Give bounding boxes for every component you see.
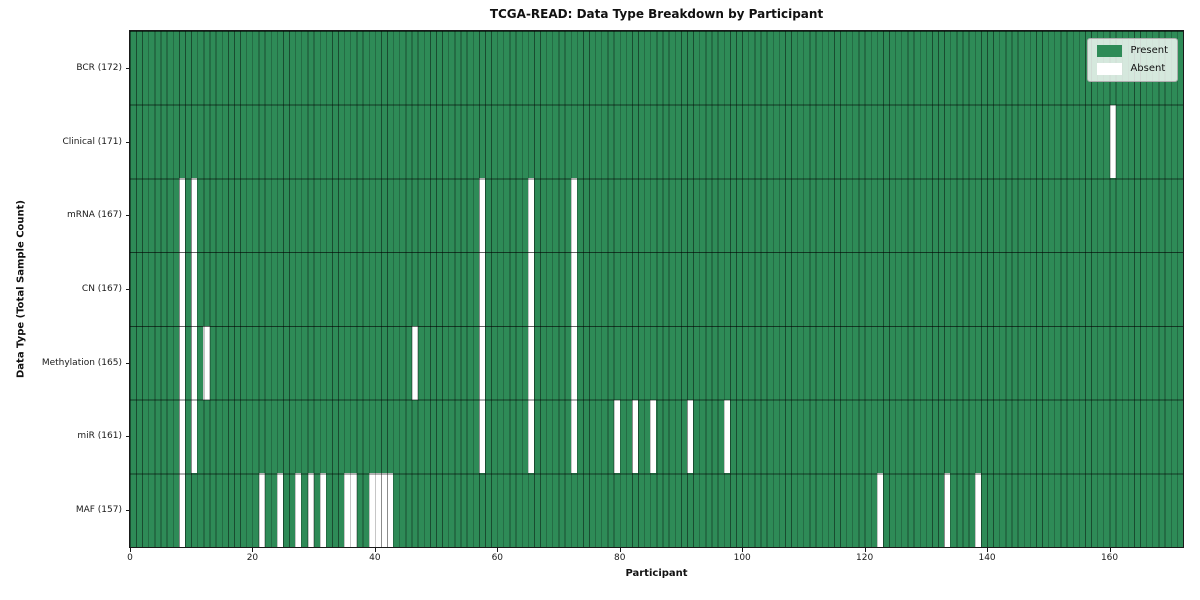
absent-cell: [632, 399, 639, 474]
legend-entry-absent: Absent: [1097, 63, 1168, 75]
absent-cell: [478, 399, 486, 474]
x-tick-label: 60: [491, 553, 504, 563]
chart-title: TCGA-READ: Data Type Breakdown by Partic…: [489, 7, 824, 21]
plot-area: Present Absent: [129, 30, 1184, 548]
absent-cell: [319, 473, 326, 547]
absent-cell: [876, 473, 883, 547]
y-tick-label-clinical: Clinical (171): [62, 136, 122, 147]
x-tick-label: 0: [127, 553, 133, 563]
x-tick-label: 100: [733, 553, 751, 563]
absent-cell: [723, 399, 730, 474]
absent-cell: [178, 252, 186, 326]
absent-cell: [527, 178, 535, 253]
y-tick-mark: [126, 141, 130, 143]
absent-cell: [191, 399, 198, 474]
absent-cell: [178, 325, 186, 400]
x-tick-label: 80: [614, 553, 626, 563]
x-tick-mark: [864, 548, 866, 552]
y-tick-mark: [126, 362, 130, 364]
absent-cell: [276, 473, 284, 547]
y-tick-label-bcr: BCR (172): [76, 62, 122, 73]
present-swatch-icon: [1097, 45, 1123, 57]
absent-cell: [178, 399, 186, 474]
legend: Present Absent: [1087, 38, 1178, 82]
absent-cell: [613, 399, 620, 474]
absent-cell: [478, 178, 486, 253]
absent-cell: [178, 178, 186, 253]
x-tick-mark: [742, 548, 744, 552]
x-axis-label: Participant: [625, 568, 688, 579]
absent-cell: [411, 325, 418, 400]
absent-cell: [191, 178, 198, 253]
x-tick-mark: [1109, 548, 1111, 552]
absent-cell: [478, 325, 486, 400]
y-tick-mark: [126, 436, 130, 438]
absent-cell: [295, 473, 302, 547]
x-tick-label: 40: [369, 553, 381, 563]
y-tick-label-cn: CN (167): [81, 284, 122, 294]
absent-cell: [258, 473, 265, 547]
absent-cell: [178, 473, 186, 547]
absent-cell: [478, 252, 486, 326]
legend-label-present: Present: [1130, 45, 1168, 56]
x-tick-mark: [374, 548, 376, 552]
heatmap-row-mir: [130, 399, 1183, 474]
heatmap-row-bcr: [130, 31, 1183, 105]
x-tick-label: 20: [246, 553, 259, 563]
absent-cell: [974, 473, 981, 547]
absent-cell: [387, 473, 394, 547]
heatmap-row-methylation: [130, 325, 1183, 400]
heatmap-row-cn: [130, 252, 1183, 326]
absent-cell: [1109, 104, 1116, 179]
absent-cell: [570, 399, 577, 474]
x-tick-label: 160: [1100, 553, 1119, 563]
absent-cell: [307, 473, 314, 547]
absent-cell: [350, 473, 357, 547]
absent-cell: [650, 399, 657, 474]
absent-cell: [570, 178, 577, 253]
y-tick-mark: [126, 67, 130, 69]
absent-cell: [527, 399, 535, 474]
legend-entry-present: Present: [1097, 45, 1168, 57]
x-tick-label: 140: [978, 553, 996, 563]
y-tick-mark: [126, 215, 130, 217]
legend-label-absent: Absent: [1130, 63, 1166, 74]
absent-cell: [203, 325, 210, 400]
absent-cell: [527, 325, 535, 400]
y-tick-label-mir: miR (161): [77, 431, 122, 442]
heatmap-row-maf: [130, 473, 1183, 547]
x-tick-mark: [130, 548, 131, 552]
absent-cell: [527, 252, 535, 326]
absent-cell: [687, 399, 694, 474]
absent-cell: [191, 252, 198, 326]
y-tick-label-maf: MAF (157): [75, 505, 122, 516]
absent-cell: [570, 325, 577, 400]
x-tick-mark: [252, 548, 254, 552]
absent-swatch-icon: [1097, 63, 1123, 75]
absent-cell: [944, 473, 951, 547]
y-tick-mark: [126, 510, 130, 512]
absent-cell: [570, 252, 577, 326]
y-tick-label-mrna: mRNA (167): [67, 210, 122, 221]
x-tick-mark: [987, 548, 989, 552]
heatmap-row-mrna: [130, 178, 1183, 253]
absent-cell: [191, 325, 198, 400]
y-tick-mark: [126, 289, 130, 290]
x-tick-mark: [619, 548, 621, 552]
x-tick-label: 120: [856, 553, 874, 563]
x-tick-mark: [497, 548, 499, 552]
heatmap-row-clinical: [130, 104, 1183, 179]
y-tick-label-methylation: Methylation (165): [41, 357, 122, 368]
